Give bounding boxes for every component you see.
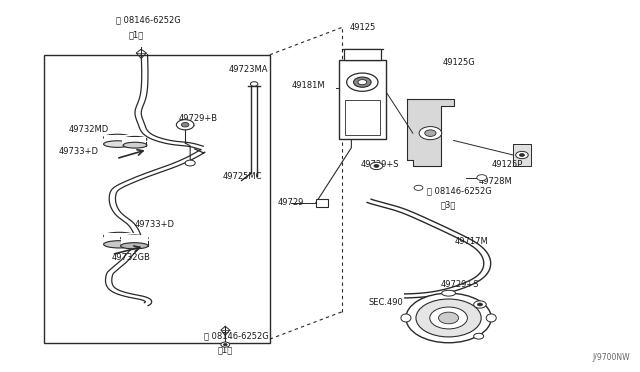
Text: （1）: （1）	[218, 346, 233, 355]
Text: 49717M: 49717M	[455, 237, 488, 246]
Polygon shape	[406, 99, 454, 166]
Circle shape	[419, 126, 442, 140]
Text: J/9700NW: J/9700NW	[593, 353, 630, 362]
Bar	[104, 233, 135, 244]
Text: 49181M: 49181M	[292, 81, 325, 90]
Text: （1）: （1）	[129, 30, 144, 39]
Text: SEC.490: SEC.490	[369, 298, 404, 307]
Ellipse shape	[123, 137, 147, 142]
Bar	[44, 55, 270, 343]
Text: 49729+B: 49729+B	[179, 114, 218, 123]
Text: 49732MD: 49732MD	[69, 125, 109, 134]
Text: Ⓑ 08146-6252G: Ⓑ 08146-6252G	[116, 16, 181, 25]
Bar	[344, 49, 381, 60]
Ellipse shape	[104, 241, 135, 248]
Text: 49733+D: 49733+D	[58, 147, 99, 156]
Circle shape	[516, 151, 528, 158]
Circle shape	[358, 80, 367, 85]
Circle shape	[474, 301, 486, 308]
Circle shape	[520, 154, 524, 157]
Circle shape	[425, 130, 436, 137]
Bar	[316, 199, 328, 207]
Circle shape	[477, 303, 483, 306]
Bar	[345, 100, 380, 135]
Text: 49125: 49125	[350, 23, 376, 32]
Ellipse shape	[442, 290, 456, 296]
Text: Ⓑ 08146-6252G: Ⓑ 08146-6252G	[204, 332, 269, 341]
Bar	[120, 235, 148, 245]
Circle shape	[353, 77, 371, 87]
Text: 49729: 49729	[277, 198, 304, 207]
Ellipse shape	[120, 243, 148, 249]
Circle shape	[416, 299, 481, 337]
Circle shape	[438, 312, 459, 324]
Text: 49725MC: 49725MC	[223, 172, 262, 182]
Bar	[122, 137, 147, 145]
Circle shape	[250, 82, 258, 86]
Text: 49733+D: 49733+D	[135, 220, 175, 229]
Ellipse shape	[120, 235, 148, 241]
Circle shape	[370, 162, 383, 170]
Circle shape	[430, 307, 467, 329]
Text: Ⓑ 08146-6252G: Ⓑ 08146-6252G	[427, 186, 492, 195]
Text: 49728M: 49728M	[479, 177, 513, 186]
Ellipse shape	[104, 141, 131, 147]
Circle shape	[414, 185, 423, 190]
Ellipse shape	[104, 134, 131, 141]
Ellipse shape	[123, 142, 147, 148]
Bar	[339, 60, 386, 139]
Ellipse shape	[401, 314, 411, 322]
Polygon shape	[513, 144, 531, 166]
Circle shape	[185, 160, 195, 166]
Text: 49125P: 49125P	[492, 160, 523, 169]
Ellipse shape	[474, 333, 484, 339]
Text: 49125G: 49125G	[442, 58, 475, 67]
Circle shape	[221, 342, 230, 347]
Circle shape	[406, 293, 492, 343]
Ellipse shape	[104, 232, 135, 240]
Circle shape	[347, 73, 378, 91]
Text: 49732GB: 49732GB	[112, 253, 150, 262]
Bar	[104, 135, 131, 144]
Text: 49723MA: 49723MA	[229, 65, 269, 74]
Text: （3）: （3）	[440, 201, 456, 210]
Circle shape	[477, 175, 487, 180]
Text: 49729+S: 49729+S	[361, 160, 399, 169]
Circle shape	[374, 164, 379, 167]
Circle shape	[181, 122, 189, 127]
Text: 49729+S: 49729+S	[441, 280, 479, 289]
Ellipse shape	[486, 314, 496, 322]
Circle shape	[177, 120, 194, 130]
Circle shape	[223, 343, 227, 346]
